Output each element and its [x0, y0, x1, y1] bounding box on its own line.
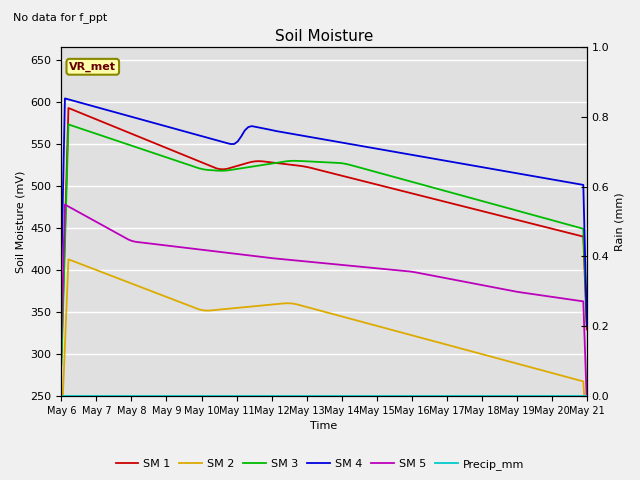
Legend: SM 1, SM 2, SM 3, SM 4, SM 5, Precip_mm: SM 1, SM 2, SM 3, SM 4, SM 5, Precip_mm [111, 455, 529, 474]
SM 1 [495, 212, 502, 218]
SM 2 [336, 313, 344, 319]
SM 3 [424, 183, 432, 189]
SM 3 [234, 166, 241, 172]
SM 3 [583, 321, 591, 326]
Line: SM 3: SM 3 [61, 124, 587, 365]
SM 5 [495, 286, 502, 291]
SM 2 [269, 301, 277, 307]
SM 1 [65, 105, 72, 111]
Y-axis label: Rain (mm): Rain (mm) [615, 192, 625, 251]
SM 1 [424, 194, 432, 200]
SM 4 [424, 155, 432, 161]
SM 3 [269, 160, 277, 166]
SM 1 [336, 172, 344, 178]
SM 4 [269, 128, 277, 133]
SM 2 [583, 435, 591, 441]
Precip_mm [583, 393, 591, 399]
Precip_mm [58, 393, 65, 399]
SM 5 [234, 251, 241, 257]
Line: SM 1: SM 1 [61, 108, 587, 357]
SM 4 [61, 96, 68, 101]
SM 1 [269, 160, 277, 166]
SM 3 [336, 160, 344, 166]
Line: SM 5: SM 5 [61, 204, 587, 403]
SM 5 [58, 335, 65, 341]
SM 1 [357, 178, 365, 183]
SM 4 [58, 264, 65, 270]
Line: SM 4: SM 4 [61, 98, 587, 325]
SM 4 [336, 139, 344, 145]
Precip_mm [420, 393, 428, 399]
SM 2 [58, 429, 65, 435]
SM 3 [495, 203, 502, 208]
SM 4 [234, 139, 241, 144]
Precip_mm [333, 393, 340, 399]
SM 2 [495, 356, 502, 361]
SM 2 [357, 319, 365, 324]
Text: No data for f_ppt: No data for f_ppt [13, 12, 107, 23]
SM 4 [357, 143, 365, 149]
Line: SM 2: SM 2 [61, 259, 587, 438]
SM 2 [424, 337, 432, 343]
SM 2 [234, 305, 241, 311]
Precip_mm [230, 393, 238, 399]
X-axis label: Time: Time [310, 421, 338, 432]
SM 3 [357, 165, 365, 171]
Text: VR_met: VR_met [69, 61, 116, 72]
SM 5 [424, 272, 432, 277]
SM 4 [583, 323, 591, 328]
SM 3 [58, 362, 65, 368]
SM 5 [269, 255, 277, 261]
SM 5 [583, 400, 591, 406]
SM 5 [336, 262, 344, 267]
SM 5 [357, 264, 365, 270]
Precip_mm [354, 393, 362, 399]
Title: Soil Moisture: Soil Moisture [275, 29, 373, 44]
Precip_mm [492, 393, 499, 399]
Precip_mm [266, 393, 273, 399]
SM 1 [583, 326, 591, 332]
Y-axis label: Soil Moisture (mV): Soil Moisture (mV) [15, 170, 25, 273]
SM 3 [65, 121, 72, 127]
SM 1 [234, 163, 241, 168]
SM 5 [61, 202, 68, 207]
SM 2 [65, 256, 72, 262]
SM 4 [495, 167, 502, 173]
SM 1 [58, 354, 65, 360]
